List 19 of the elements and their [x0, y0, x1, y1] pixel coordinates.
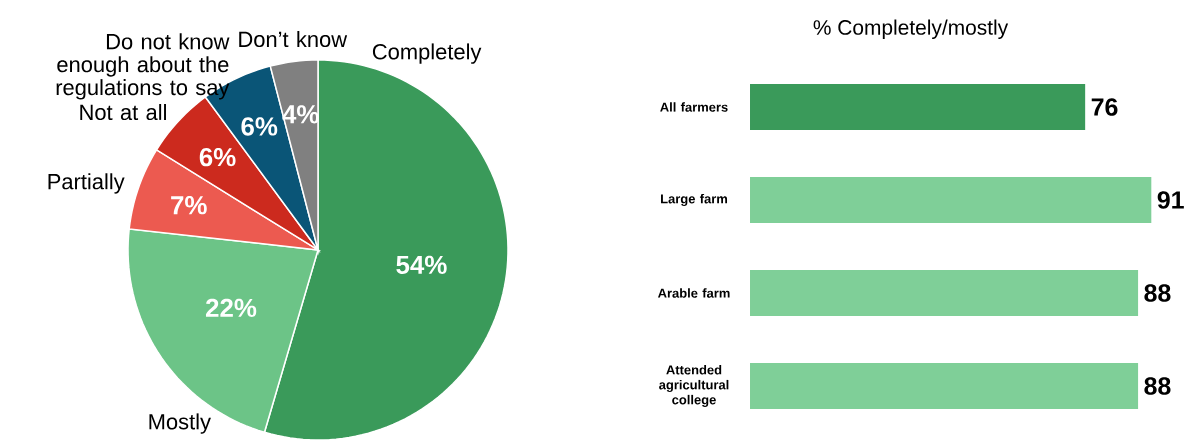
slice-label: Not at all [80, 103, 166, 121]
slice-label: Completely [372, 43, 482, 64]
data-label: 22% [205, 298, 257, 318]
y-tick-label: Attended agricultural college [659, 364, 729, 407]
data-label: 6% [241, 117, 278, 136]
y-tick-label: Large farm [661, 193, 728, 207]
data-label: 88 [1144, 284, 1171, 302]
y-tick-label: All farmers [660, 102, 728, 112]
slice-label: Mostly [149, 413, 211, 434]
data-label: 6% [199, 147, 236, 167]
chart-title: % Completely/mostly [813, 19, 1009, 39]
data-label: 76 [1091, 98, 1118, 116]
slice-label: Don’t know [239, 31, 348, 48]
y-tick-label: Arable farm [657, 288, 730, 298]
slice-label: Partially [48, 173, 125, 194]
data-label: 7% [171, 196, 207, 215]
data-label: 91 [1157, 191, 1184, 209]
data-label: 88 [1144, 377, 1171, 395]
data-label: 54% [396, 255, 447, 274]
